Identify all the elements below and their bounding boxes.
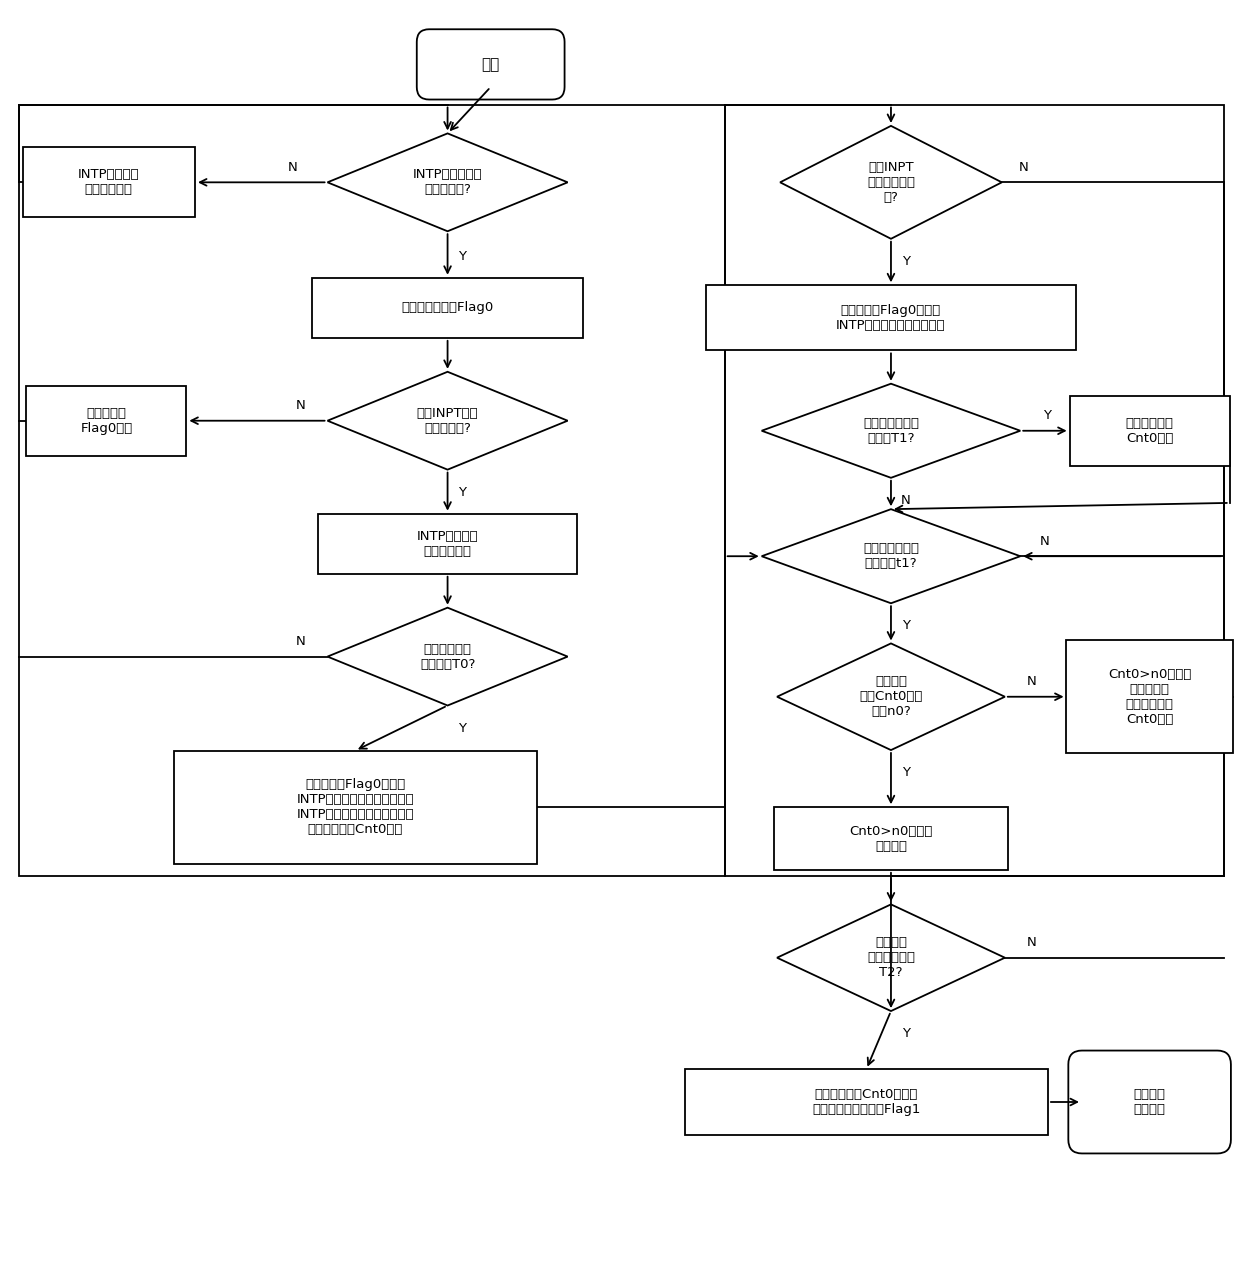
Text: 判断INPT口是
否为低电平?: 判断INPT口是 否为低电平? bbox=[417, 407, 479, 434]
Text: 定时器是否达到
预设时间t1?: 定时器是否达到 预设时间t1? bbox=[863, 542, 919, 570]
Polygon shape bbox=[327, 608, 568, 706]
Text: 漏电标志位Flag0清除；
INTP口高电平持续时间计时: 漏电标志位Flag0清除； INTP口高电平持续时间计时 bbox=[836, 304, 946, 332]
Polygon shape bbox=[327, 371, 568, 470]
Text: 判断INPT
口是否为高电
平?: 判断INPT 口是否为高电 平? bbox=[867, 160, 915, 203]
Text: 判断持续
时间是否达到
T2?: 判断持续 时间是否达到 T2? bbox=[867, 936, 915, 979]
Text: 漏电检测计数Cnt0清除；
开启漏电故障标志位Flag1: 漏电检测计数Cnt0清除； 开启漏电故障标志位Flag1 bbox=[812, 1087, 920, 1116]
Text: N: N bbox=[1019, 160, 1029, 174]
Text: N: N bbox=[1027, 936, 1037, 950]
Text: Y: Y bbox=[459, 486, 466, 499]
Text: 开始: 开始 bbox=[481, 57, 500, 72]
Bar bbox=[684, 1070, 1048, 1134]
Polygon shape bbox=[327, 134, 568, 231]
Text: Y: Y bbox=[1043, 409, 1052, 422]
Polygon shape bbox=[780, 126, 1002, 239]
Text: Y: Y bbox=[459, 721, 466, 735]
Text: Cnt0>n0的持续
时间清除；
漏电检测计数
Cnt0清除: Cnt0>n0的持续 时间清除； 漏电检测计数 Cnt0清除 bbox=[1107, 668, 1192, 726]
Bar bbox=[19, 105, 724, 877]
Text: 开启漏电标志位Flag0: 开启漏电标志位Flag0 bbox=[402, 302, 494, 314]
Text: N: N bbox=[1040, 534, 1050, 548]
Text: INTP口低电平
持续时间清除: INTP口低电平 持续时间清除 bbox=[78, 168, 140, 196]
Bar bbox=[319, 514, 577, 573]
Text: N: N bbox=[295, 635, 305, 648]
Bar bbox=[312, 278, 583, 338]
Bar bbox=[724, 105, 1224, 877]
Bar bbox=[1070, 395, 1230, 466]
Bar bbox=[174, 750, 537, 864]
Bar bbox=[26, 385, 186, 456]
Bar bbox=[774, 807, 1008, 870]
Text: Y: Y bbox=[901, 1027, 910, 1041]
Text: N: N bbox=[288, 160, 298, 174]
Text: N: N bbox=[1027, 676, 1037, 688]
FancyBboxPatch shape bbox=[417, 29, 564, 100]
Bar bbox=[707, 285, 1076, 350]
Text: 漏电标志位Flag0清除；
INTP口低电平持续时间清除；
INTP口高电平持续时间清除；
漏电检测计数Cnt0启动: 漏电标志位Flag0清除； INTP口低电平持续时间清除； INTP口高电平持续… bbox=[296, 778, 414, 836]
Text: Y: Y bbox=[459, 250, 466, 263]
Bar bbox=[1066, 640, 1233, 753]
Text: 判断持续时间是
否达到T1?: 判断持续时间是 否达到T1? bbox=[863, 417, 919, 445]
Text: Y: Y bbox=[901, 767, 910, 779]
Text: 发生漏电
提示报警: 发生漏电 提示报警 bbox=[1133, 1087, 1166, 1116]
Text: 判断持续时间
是否达到T0?: 判断持续时间 是否达到T0? bbox=[420, 643, 475, 671]
Bar bbox=[22, 148, 195, 217]
Text: 漏电标志位
Flag0清除: 漏电标志位 Flag0清除 bbox=[81, 407, 133, 434]
Text: Y: Y bbox=[901, 619, 910, 633]
Polygon shape bbox=[761, 509, 1021, 604]
Text: 漏电检测
计数Cnt0是否
大于n0?: 漏电检测 计数Cnt0是否 大于n0? bbox=[859, 676, 923, 719]
Polygon shape bbox=[777, 904, 1004, 1012]
Text: Y: Y bbox=[901, 255, 910, 268]
Polygon shape bbox=[761, 384, 1021, 477]
Text: Cnt0>n0的持续
时间计时: Cnt0>n0的持续 时间计时 bbox=[849, 825, 932, 853]
Text: INTP口低电平
持续时间计时: INTP口低电平 持续时间计时 bbox=[417, 529, 479, 558]
FancyBboxPatch shape bbox=[1069, 1051, 1231, 1153]
Polygon shape bbox=[777, 643, 1004, 750]
Text: N: N bbox=[901, 494, 910, 506]
Text: N: N bbox=[295, 399, 305, 412]
Text: 漏电检测计数
Cnt0清除: 漏电检测计数 Cnt0清除 bbox=[1126, 417, 1173, 445]
Text: INTP输入信号是
否发生跳变?: INTP输入信号是 否发生跳变? bbox=[413, 168, 482, 196]
